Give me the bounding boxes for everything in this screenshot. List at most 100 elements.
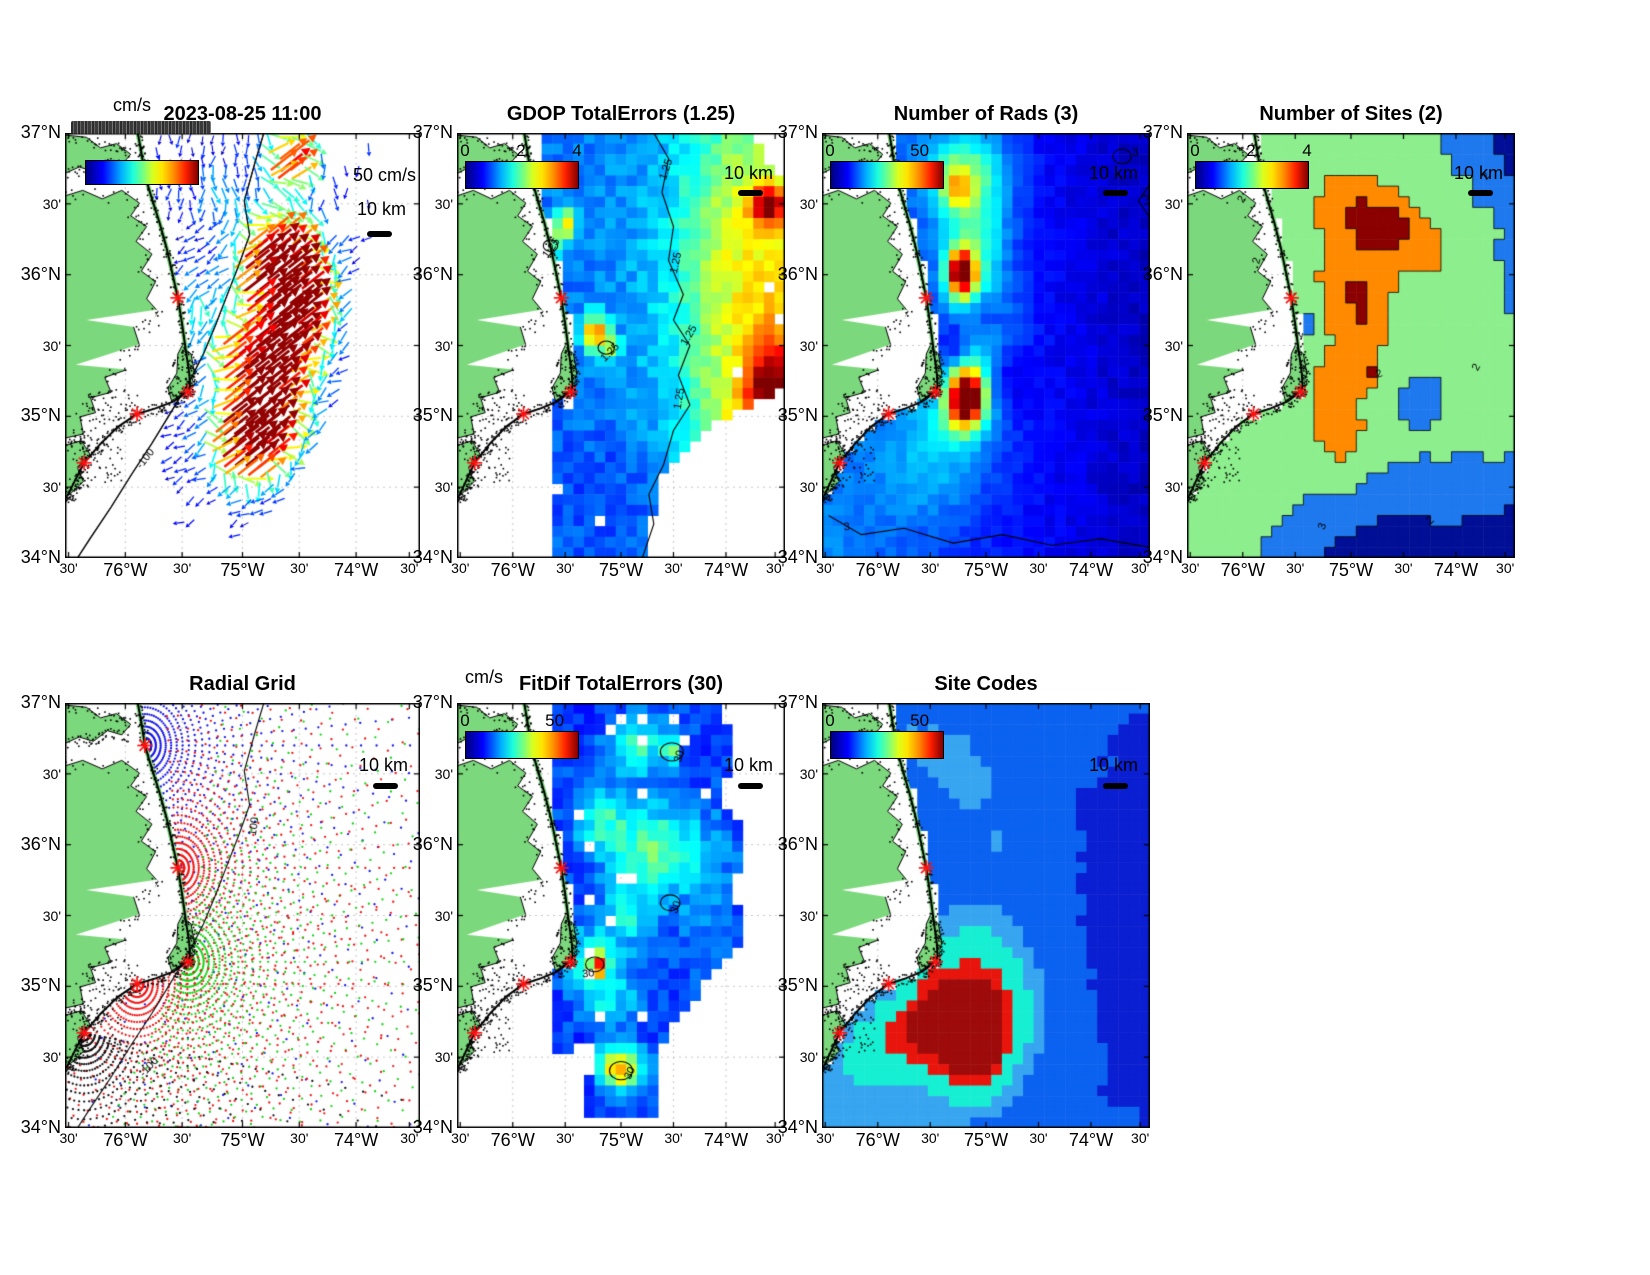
x-tick-label: 30' [1496, 560, 1515, 576]
x-tick-label: 30' [766, 560, 785, 576]
panel-title-rads: Number of Rads (3) [893, 103, 1079, 125]
colorbar [465, 731, 579, 759]
x-tick-label: 30' [290, 1130, 309, 1146]
distance-scale-label: 10 km [1453, 163, 1503, 183]
x-tick-label: 30' [173, 560, 192, 576]
y-tick-label: 34°N [20, 547, 61, 567]
y-tick-label: 35°N [20, 405, 61, 426]
x-tick-label: 30' [1286, 560, 1305, 576]
scale-bar [738, 783, 763, 789]
x-tick-label: 30' [59, 1130, 78, 1146]
distance-scale-label: 10 km [1088, 163, 1138, 183]
colorbar-tick-label: 50 [910, 711, 930, 730]
y-tick-label: 36°N [412, 833, 453, 854]
y-tick-label: 35°N [777, 975, 818, 996]
panel-number-of-rads: Number of Rads (3) 10 km 37°N 30' 36°N 30' 3… [778, 103, 1150, 579]
x-tick-label: 30' [816, 560, 835, 576]
x-tick-label: 74°W [1068, 560, 1114, 580]
panel-fitdif: cm/s FitDif TotalErrors (30) 10 km 37°N 3… [413, 667, 785, 1149]
x-tick-label: 30' [59, 560, 78, 576]
panel-gdop: GDOP TotalErrors (1.25) 10 km 37°N 30' 36°… [413, 103, 785, 579]
x-tick-label: 30' [556, 1130, 575, 1146]
distance-scale-label: 10 km [356, 199, 406, 219]
x-tick-label: 75°W [598, 1130, 644, 1150]
colorbar-tick-label: 2 [1246, 141, 1256, 160]
distance-scale-label: 10 km [1088, 755, 1138, 775]
map-canvas-gdop [457, 133, 785, 558]
y-tick-label: 34°N [777, 547, 818, 567]
x-tick-label: 76°W [855, 560, 900, 580]
colorbar-tick-label: 2 [516, 141, 526, 160]
y-tick-label: 30' [42, 195, 61, 212]
illegible-colorbar-tick-labels [71, 121, 211, 134]
y-tick-label: 30' [434, 337, 453, 354]
y-tick-label: 34°N [412, 547, 453, 567]
x-tick-label: 30' [1131, 1130, 1150, 1146]
x-tick-label: 76°W [855, 1130, 900, 1150]
x-tick-label: 30' [1029, 560, 1048, 576]
colorbar [465, 161, 579, 189]
x-tick-label: 76°W [1220, 560, 1265, 580]
y-tick-label: 30' [799, 479, 818, 496]
map-canvas-rads [822, 133, 1150, 558]
y-tick-label: 30' [42, 337, 61, 354]
panel-title-fitdif: FitDif TotalErrors (30) [518, 673, 724, 695]
panel-surface-currents: cm/s 2023-08-25 11:00 50 cm/s 10 km 37°N… [21, 95, 420, 579]
y-tick-label: 36°N [20, 833, 61, 854]
distance-scale-label: 10 km [723, 163, 773, 183]
y-tick-label: 37°N [777, 122, 818, 142]
panel-title-site-codes: Site Codes [934, 673, 1038, 695]
y-tick-label: 30' [799, 1049, 818, 1066]
scale-bar [373, 783, 398, 789]
panel-site-codes: Site Codes 10 km 37°N 30' 36°N 30' 35°N 30' 34… [778, 673, 1150, 1149]
y-tick-label: 34°N [1142, 547, 1183, 567]
colorbar-units-label: cm/s [465, 667, 503, 687]
colorbar [85, 160, 199, 185]
y-tick-label: 36°N [777, 833, 818, 854]
x-tick-label: 30' [400, 560, 419, 576]
y-tick-label: 35°N [1142, 405, 1183, 426]
x-tick-label: 30' [921, 1130, 940, 1146]
y-tick-label: 37°N [412, 692, 453, 712]
map-canvas-sites [1187, 133, 1515, 558]
y-tick-label: 35°N [20, 975, 61, 996]
panel-title-radial-grid: Radial Grid [189, 673, 296, 695]
x-tick-label: 30' [1181, 560, 1200, 576]
colorbar-tick-label: 0 [1190, 141, 1200, 160]
map-canvas-currents [65, 133, 420, 558]
y-tick-label: 30' [799, 765, 818, 782]
x-tick-label: 76°W [103, 560, 148, 580]
x-tick-label: 30' [1029, 1130, 1048, 1146]
y-tick-label: 30' [42, 907, 61, 924]
scale-bar [1103, 783, 1128, 789]
x-tick-label: 30' [921, 560, 940, 576]
scale-bar [1468, 190, 1493, 196]
x-tick-label: 30' [1131, 560, 1150, 576]
colorbar-units-label: cm/s [113, 95, 151, 115]
y-tick-label: 30' [1164, 479, 1183, 496]
y-tick-label: 30' [42, 479, 61, 496]
x-tick-label: 75°W [220, 560, 265, 580]
y-tick-label: 34°N [777, 1117, 818, 1137]
colorbar-tick-label: 50 [545, 711, 565, 730]
x-tick-label: 76°W [490, 560, 535, 580]
y-tick-label: 30' [434, 907, 453, 924]
x-tick-label: 30' [400, 1130, 419, 1146]
x-tick-label: 74°W [333, 1130, 379, 1150]
y-tick-label: 30' [1164, 195, 1183, 212]
speed-scale-label: 50 cm/s [352, 165, 416, 185]
y-tick-label: 36°N [412, 263, 453, 284]
y-tick-label: 30' [434, 195, 453, 212]
x-tick-label: 74°W [1068, 1130, 1114, 1150]
x-tick-label: 30' [173, 1130, 192, 1146]
x-tick-label: 76°W [490, 1130, 535, 1150]
y-tick-label: 35°N [412, 975, 453, 996]
y-tick-label: 30' [42, 1049, 61, 1066]
y-tick-label: 36°N [20, 263, 61, 284]
x-tick-label: 30' [816, 1130, 835, 1146]
panel-title-gdop: GDOP TotalErrors (1.25) [506, 103, 736, 125]
y-tick-label: 30' [42, 765, 61, 782]
y-tick-label: 30' [1164, 337, 1183, 354]
y-tick-label: 37°N [20, 122, 61, 142]
